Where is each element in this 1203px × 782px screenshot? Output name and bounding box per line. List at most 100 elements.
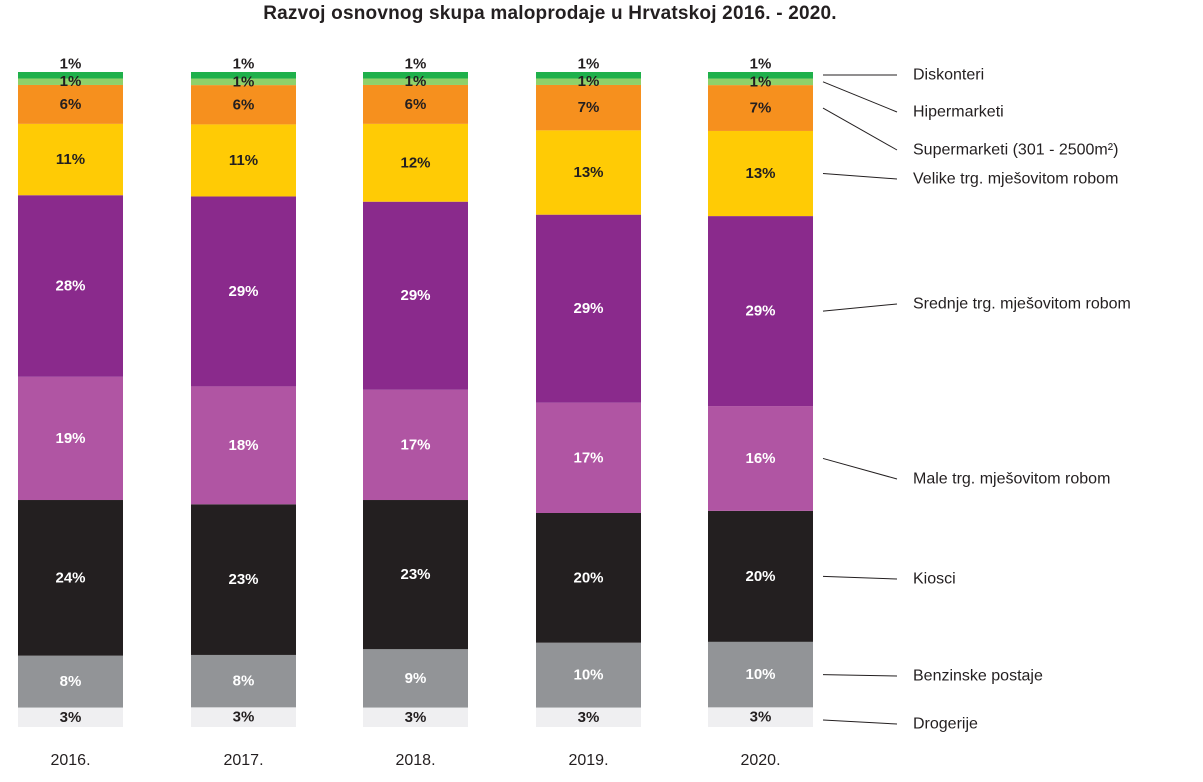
- segment-label-drogerije-2016: 3%: [60, 709, 82, 726]
- bar-segment-kiosci-2017: [191, 504, 296, 655]
- year-label-2016: 2016.: [50, 752, 90, 769]
- segment-label-benzinske-postaje-2017: 8%: [233, 673, 255, 690]
- bar-segment-velike-trg-mje-ovitom-robom-2018: [363, 123, 468, 202]
- segment-label-srednje-trg-mje-ovitom-robom-2017: 29%: [228, 283, 258, 300]
- bar-segment-diskonteri-2019: [536, 72, 641, 79]
- bar-segment-srednje-trg-mje-ovitom-robom-2016: [18, 195, 123, 377]
- bar-segment-hipermarketi-2020: [708, 78, 813, 86]
- bar-segment-male-trg-mje-ovitom-robom-2016: [18, 376, 123, 501]
- bar-segment-drogerije-2020: [708, 707, 813, 727]
- segment-label-hipermarketi-2018: 1%: [405, 73, 427, 90]
- bar-segment-drogerije-2017: [191, 707, 296, 727]
- segment-label-kiosci-2020: 20%: [745, 568, 775, 585]
- legend-group: Drogerije Benzinske postaje Kiosci Male trg…: [822, 67, 1131, 733]
- segment-label-velike-trg-mje-ovitom-robom-2017: 11%: [229, 152, 258, 169]
- segment-label-srednje-trg-mje-ovitom-robom-2018: 29%: [400, 287, 430, 304]
- bar-segment-kiosci-2016: [18, 500, 123, 656]
- bar-segment-drogerije-2019: [536, 707, 641, 727]
- segment-label-benzinske-postaje-2016: 8%: [60, 673, 82, 690]
- bar-segment-male-trg-mje-ovitom-robom-2018: [363, 389, 468, 501]
- bar-segment-supermarketi-301-2500m-2017: [191, 85, 296, 125]
- bar-segment-velike-trg-mje-ovitom-robom-2019: [536, 130, 641, 215]
- year-label-2020: 2020.: [740, 752, 780, 769]
- bars-group: [18, 72, 813, 727]
- bar-segment-male-trg-mje-ovitom-robom-2019: [536, 402, 641, 513]
- legend-label-diskonteri: Diskonteri: [913, 67, 984, 84]
- segment-label-kiosci-2016: 24%: [55, 569, 85, 586]
- legend-label-srednje-trg-mje-ovitom-robom: Srednje trg. mješovitom robom: [913, 296, 1131, 313]
- segment-label-drogerije-2017: 3%: [233, 709, 255, 726]
- segment-label-supermarketi-301-2500m-2016: 6%: [60, 96, 82, 113]
- segment-label-benzinske-postaje-2018: 9%: [405, 670, 427, 687]
- year-label-2019: 2019.: [568, 752, 608, 769]
- legend-leader-male-trg-mje-ovitom-robom: [822, 457, 898, 480]
- legend-label-male-trg-mje-ovitom-robom: Male trg. mješovitom robom: [913, 471, 1110, 488]
- segment-label-diskonteri-2020: 1%: [750, 56, 772, 73]
- bar-segment-diskonteri-2017: [191, 72, 296, 79]
- segment-label-male-trg-mje-ovitom-robom-2017: 18%: [228, 437, 258, 454]
- bar-segment-velike-trg-mje-ovitom-robom-2020: [708, 130, 813, 217]
- segment-label-supermarketi-301-2500m-2020: 7%: [750, 100, 772, 117]
- bar-segment-supermarketi-301-2500m-2016: [18, 84, 123, 124]
- legend-leader-hipermarketi: [822, 81, 898, 113]
- segment-label-kiosci-2018: 23%: [400, 566, 430, 583]
- legend-leader-velike-trg-mje-ovitom-robom: [822, 173, 898, 180]
- bar-segment-kiosci-2020: [708, 510, 813, 642]
- segment-label-supermarketi-301-2500m-2018: 6%: [405, 96, 427, 113]
- segment-label-male-trg-mje-ovitom-robom-2016: 19%: [55, 430, 85, 447]
- bar-segment-benzinske-postaje-2020: [708, 641, 813, 708]
- bar-segment-benzinske-postaje-2019: [536, 642, 641, 708]
- legend-label-kiosci: Kiosci: [913, 571, 956, 588]
- bar-segment-male-trg-mje-ovitom-robom-2020: [708, 406, 813, 511]
- bar-segment-velike-trg-mje-ovitom-robom-2016: [18, 123, 123, 196]
- bar-segment-benzinske-postaje-2017: [191, 654, 296, 708]
- legend-label-drogerije: Drogerije: [913, 716, 978, 733]
- legend-leader-benzinske-postaje: [822, 674, 898, 677]
- segment-label-drogerije-2020: 3%: [750, 709, 772, 726]
- segment-label-velike-trg-mje-ovitom-robom-2018: 12%: [400, 154, 430, 171]
- legend-leader-srednje-trg-mje-ovitom-robom: [822, 303, 898, 312]
- segment-label-drogerije-2018: 3%: [405, 709, 427, 726]
- bar-segment-supermarketi-301-2500m-2020: [708, 85, 813, 131]
- bar-segment-diskonteri-2018: [363, 72, 468, 79]
- bar-segment-drogerije-2016: [18, 707, 123, 727]
- bar-segment-hipermarketi-2017: [191, 78, 296, 86]
- segment-label-srednje-trg-mje-ovitom-robom-2019: 29%: [573, 300, 603, 317]
- year-label-2018: 2018.: [395, 752, 435, 769]
- bar-segment-srednje-trg-mje-ovitom-robom-2017: [191, 196, 296, 387]
- bar-segment-srednje-trg-mje-ovitom-robom-2019: [536, 214, 641, 403]
- bar-segment-drogerije-2018: [363, 707, 468, 727]
- segment-label-supermarketi-301-2500m-2019: 7%: [578, 99, 600, 116]
- bar-segment-kiosci-2019: [536, 512, 641, 643]
- segment-label-benzinske-postaje-2020: 10%: [745, 666, 775, 683]
- year-label-2017: 2017.: [223, 752, 263, 769]
- segment-label-srednje-trg-mje-ovitom-robom-2020: 29%: [745, 303, 775, 320]
- segment-label-benzinske-postaje-2019: 10%: [573, 667, 603, 684]
- segment-label-diskonteri-2017: 1%: [233, 56, 255, 73]
- bar-segment-supermarketi-301-2500m-2018: [363, 84, 468, 124]
- bar-segment-diskonteri-2020: [708, 72, 813, 79]
- segment-label-hipermarketi-2020: 1%: [750, 73, 772, 90]
- bar-segment-hipermarketi-2016: [18, 78, 123, 85]
- segment-label-velike-trg-mje-ovitom-robom-2016: 11%: [56, 151, 85, 168]
- bar-segment-velike-trg-mje-ovitom-robom-2017: [191, 124, 296, 197]
- legend-label-benzinske-postaje: Benzinske postaje: [913, 668, 1043, 685]
- bar-segment-srednje-trg-mje-ovitom-robom-2020: [708, 216, 813, 407]
- legend-leader-supermarketi-301-2500m: [822, 107, 898, 151]
- legend-label-supermarketi-301-2500m: Supermarketi (301 - 2500m²): [913, 142, 1118, 159]
- segment-label-diskonteri-2019: 1%: [578, 56, 600, 73]
- segment-label-velike-trg-mje-ovitom-robom-2020: 13%: [745, 165, 775, 182]
- segment-label-velike-trg-mje-ovitom-robom-2019: 13%: [573, 164, 603, 181]
- bar-segment-benzinske-postaje-2018: [363, 649, 468, 708]
- bar-segment-benzinske-postaje-2016: [18, 655, 123, 708]
- legend-leader-drogerije: [822, 719, 898, 725]
- bar-segment-hipermarketi-2018: [363, 78, 468, 85]
- legend-label-hipermarketi: Hipermarketi: [913, 104, 1004, 121]
- legend-leader-kiosci: [822, 575, 898, 580]
- segment-label-supermarketi-301-2500m-2017: 6%: [233, 96, 255, 113]
- segment-label-male-trg-mje-ovitom-robom-2018: 17%: [400, 436, 430, 453]
- segment-label-diskonteri-2016: 1%: [60, 56, 82, 73]
- year-labels-group: 2016. 2017. 2018. 2019. 2020.: [50, 752, 780, 769]
- segment-label-diskonteri-2018: 1%: [405, 56, 427, 73]
